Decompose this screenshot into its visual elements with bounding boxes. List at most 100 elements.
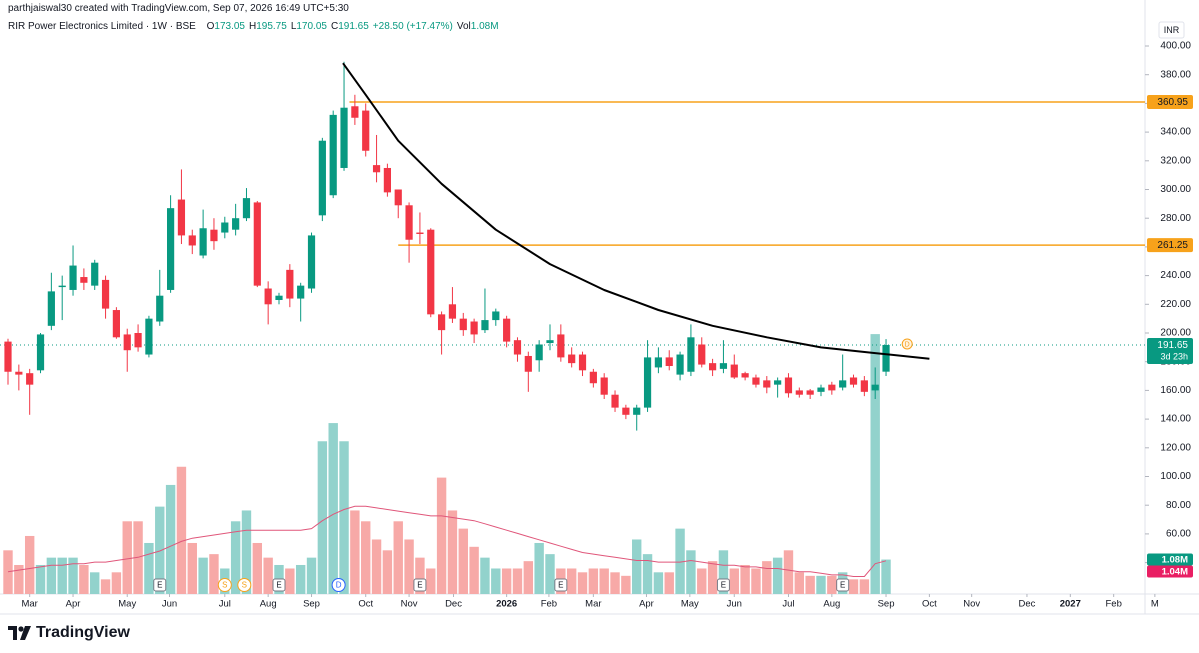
y-tick-label: 100.00 xyxy=(1160,471,1191,482)
candle-body xyxy=(839,380,847,388)
volume-bar xyxy=(610,572,620,594)
earnings-marker xyxy=(554,578,568,592)
x-tick-label: Nov xyxy=(963,599,980,610)
candle-body xyxy=(156,295,164,322)
volume-bar xyxy=(317,441,328,594)
volume-bar xyxy=(187,542,197,594)
volume-bar xyxy=(870,334,880,594)
volume-bar xyxy=(241,510,252,594)
candle-body xyxy=(774,380,782,385)
volume-bar xyxy=(415,557,425,594)
level-price-box xyxy=(1147,95,1193,110)
marker-label: D xyxy=(336,581,342,590)
candle-body xyxy=(123,334,131,351)
marker-label: E xyxy=(840,581,845,590)
y-tick-label: 60.00 xyxy=(1166,529,1191,540)
x-tick-label: 2027 xyxy=(1060,599,1081,610)
candle-body xyxy=(492,311,500,321)
trend-curve xyxy=(342,62,930,360)
candle-body xyxy=(437,314,446,331)
volume-bar xyxy=(599,568,609,594)
candle-body xyxy=(557,334,565,358)
marker-label: E xyxy=(417,581,422,590)
volume-bar xyxy=(783,550,794,594)
volume-bar xyxy=(566,568,577,594)
volume-bar xyxy=(447,510,458,594)
split-marker xyxy=(237,578,252,592)
y-tick-label: 220.00 xyxy=(1160,299,1191,310)
volume-bar xyxy=(718,550,729,594)
marker-label: S xyxy=(242,581,247,590)
volume-bar xyxy=(350,510,360,594)
volume-bar xyxy=(480,557,490,594)
candle-body xyxy=(101,279,110,309)
x-tick-label: Aug xyxy=(823,599,840,610)
candle-body xyxy=(394,189,402,206)
candle-body xyxy=(297,285,305,299)
volume-bar xyxy=(155,506,165,594)
candle-body xyxy=(253,202,261,286)
volume-bar xyxy=(24,535,35,594)
candle-body xyxy=(112,310,120,338)
candle-body xyxy=(47,291,55,326)
candle-body xyxy=(513,340,522,355)
next-dividend-marker xyxy=(901,338,913,350)
y-tick-label: 380.00 xyxy=(1160,69,1191,80)
volume-bar xyxy=(57,557,67,594)
x-tick-label: Aug xyxy=(260,599,277,610)
volume-bar xyxy=(632,539,642,594)
candle-body xyxy=(36,334,45,371)
volume-bar xyxy=(263,557,273,594)
candle-body xyxy=(177,199,186,236)
x-tick-label: Jul xyxy=(782,599,794,610)
volume-bar xyxy=(328,423,338,594)
y-tick-label: 240.00 xyxy=(1160,270,1191,281)
x-tick-label: Jun xyxy=(727,599,742,610)
candle-body xyxy=(524,355,532,372)
volume-bar xyxy=(881,559,891,594)
x-tick-label: Oct xyxy=(358,599,373,610)
volume-bar xyxy=(664,572,674,594)
candle-body xyxy=(470,321,478,335)
volume-bar xyxy=(859,579,870,594)
logo-icon xyxy=(8,626,31,640)
volume-bar xyxy=(404,539,414,594)
currency-box xyxy=(1158,21,1185,39)
volume-bar xyxy=(68,557,78,594)
last-price-box xyxy=(1147,337,1193,364)
candle-body xyxy=(26,373,34,385)
candle-body xyxy=(622,407,630,415)
candle-body xyxy=(242,198,251,219)
volume-bar xyxy=(361,521,371,594)
legend-row: RIR Power Electronics Limited · 1W · BSE… xyxy=(8,21,503,32)
candle-body xyxy=(828,384,836,391)
candle-body xyxy=(91,262,99,286)
volume-bar xyxy=(122,521,132,594)
volume-bar xyxy=(35,564,46,594)
candle-body xyxy=(15,371,23,375)
volume-bar xyxy=(805,575,815,594)
volume-bar xyxy=(588,568,599,594)
volume-bar xyxy=(653,572,664,594)
candle-body xyxy=(546,340,554,344)
x-tick-label: Sep xyxy=(303,599,320,610)
x-tick-label: Feb xyxy=(541,599,557,610)
candle-body xyxy=(134,333,142,348)
candle-body xyxy=(383,167,391,193)
candle-body xyxy=(698,344,706,365)
y-tick-label: 80.00 xyxy=(1166,500,1191,511)
field-key: C xyxy=(330,21,339,32)
earnings-marker xyxy=(272,578,286,592)
candle-body xyxy=(58,285,66,288)
volume-bar xyxy=(426,568,436,594)
currency: INR xyxy=(1164,25,1180,35)
marker-label: E xyxy=(276,581,281,590)
volume-bar xyxy=(491,568,501,594)
volume-bar xyxy=(642,554,653,594)
candle-body xyxy=(752,377,760,385)
volume-bar xyxy=(469,546,479,594)
candle-body xyxy=(806,390,814,395)
candle-body xyxy=(741,373,749,378)
